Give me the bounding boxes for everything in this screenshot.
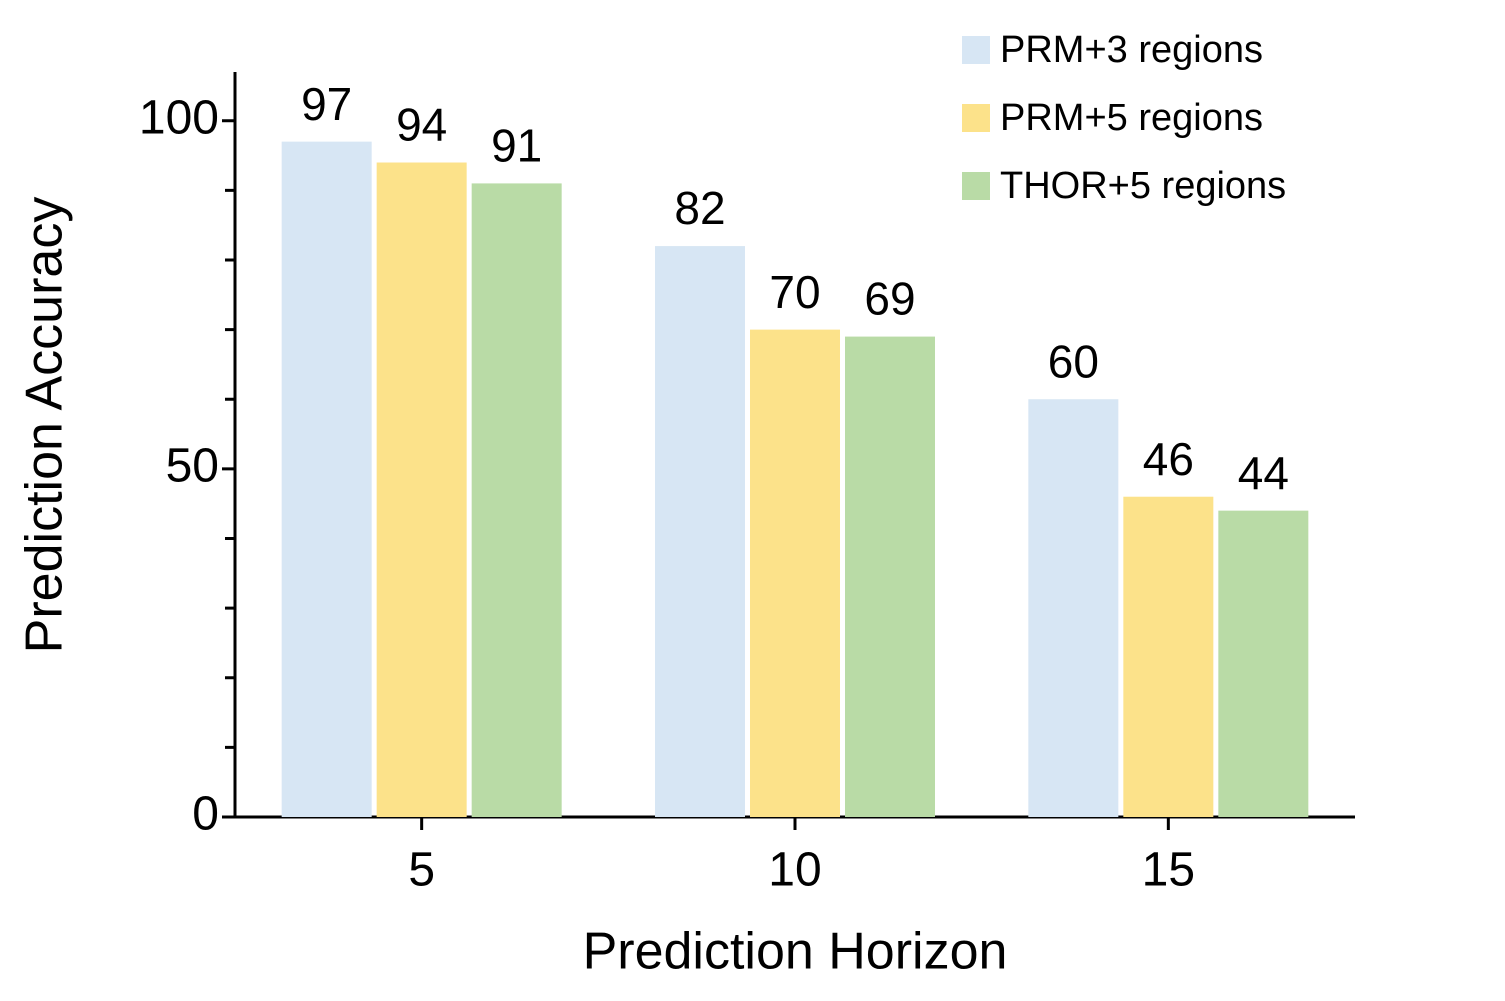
legend-label: THOR+5 regions (1000, 165, 1286, 207)
bar (1028, 399, 1119, 817)
legend-swatch (962, 172, 990, 200)
bar (376, 162, 467, 817)
value-label: 97 (301, 78, 352, 130)
legend-swatch (962, 104, 990, 132)
x-axis-title: Prediction Horizon (583, 923, 1008, 981)
bar (281, 141, 372, 818)
bar (655, 246, 745, 817)
bar (471, 183, 562, 818)
x-tick-label: 15 (1142, 844, 1195, 897)
value-label: 44 (1238, 447, 1289, 499)
value-label: 69 (864, 273, 915, 325)
legend-swatch (962, 36, 990, 64)
bar (1218, 510, 1309, 817)
legend-label: PRM+3 regions (1000, 29, 1263, 71)
value-label: 60 (1048, 335, 1099, 387)
y-axis-title: Prediction Accuracy (16, 197, 74, 654)
y-tick-label: 50 (166, 440, 219, 493)
value-label: 91 (491, 120, 542, 172)
y-tick-label: 100 (139, 91, 219, 144)
legend-label: PRM+5 regions (1000, 97, 1263, 139)
value-label: 82 (674, 182, 725, 234)
x-tick-label: 5 (408, 844, 435, 897)
bar (750, 329, 840, 817)
bar (845, 336, 935, 817)
value-label: 70 (769, 266, 820, 318)
value-label: 94 (396, 99, 447, 151)
value-label: 46 (1143, 433, 1194, 485)
y-tick-label: 0 (192, 788, 219, 841)
x-tick-label: 10 (768, 844, 821, 897)
bar (1123, 496, 1214, 817)
